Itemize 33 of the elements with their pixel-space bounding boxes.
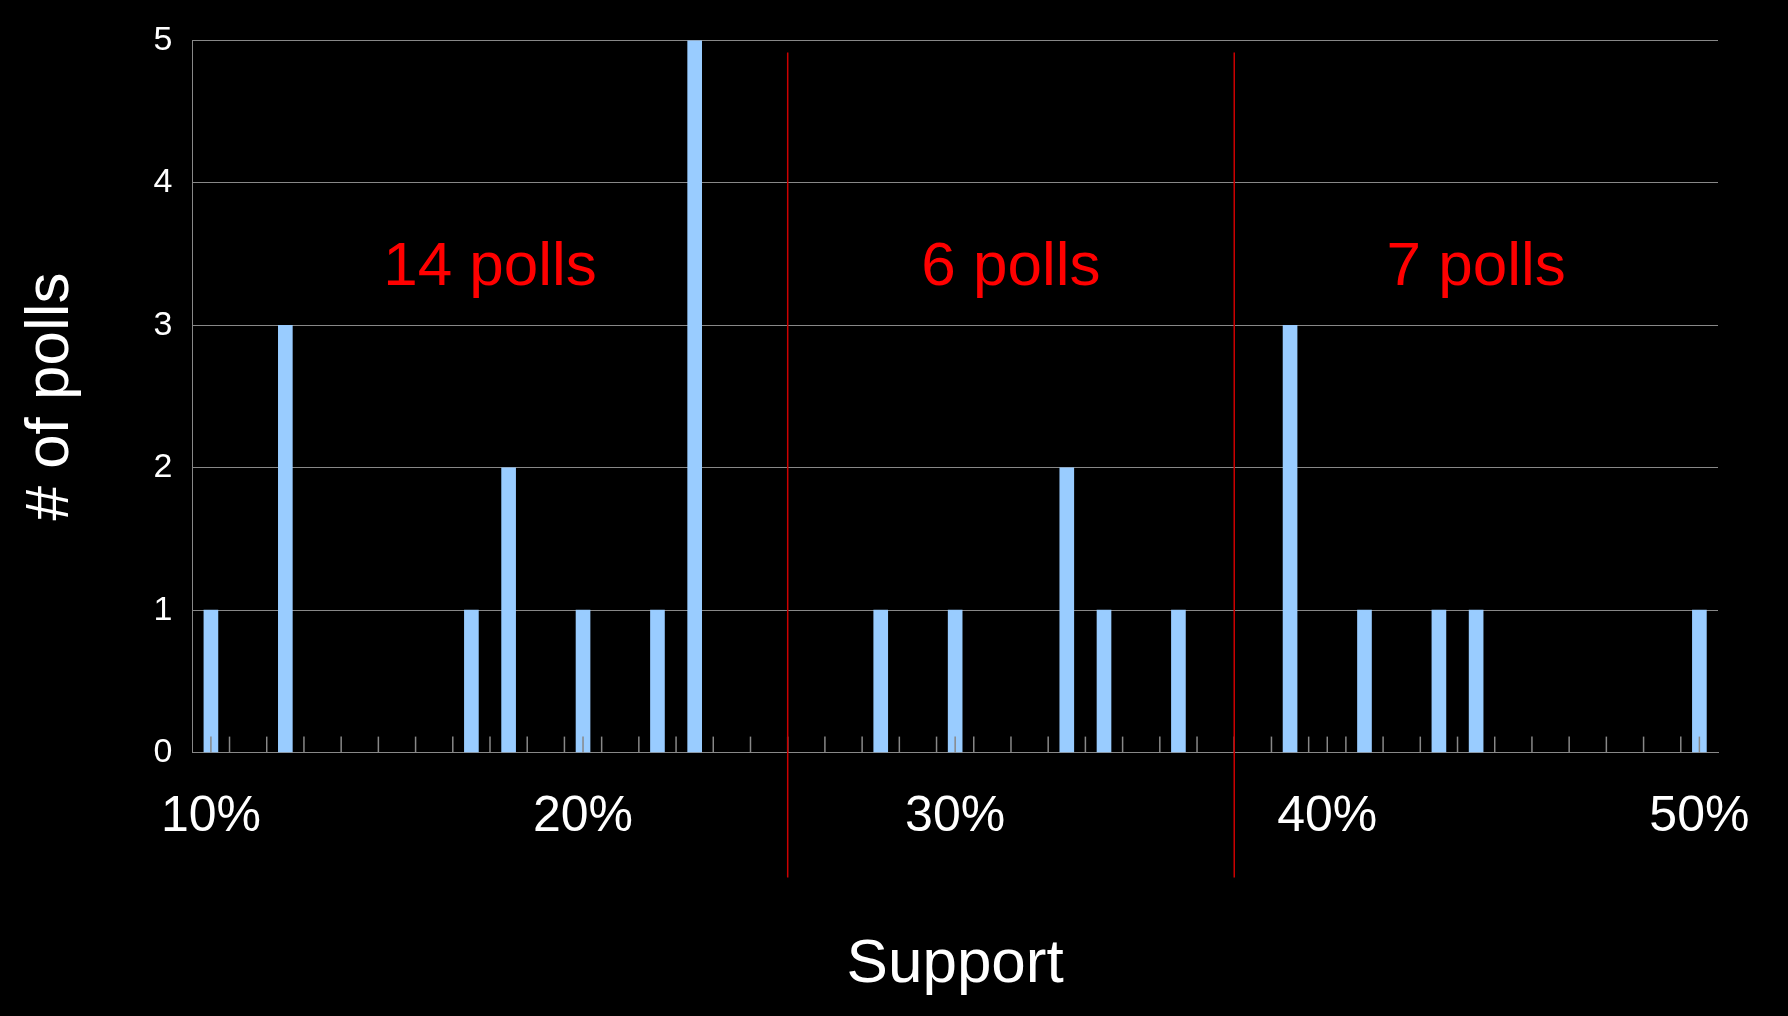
x-tick-label: 20% [533,786,634,843]
bar [873,609,889,753]
bar [1282,324,1298,753]
bar [687,40,702,753]
bar [1096,609,1112,753]
x-tick-label: 40% [1277,786,1378,843]
bar [278,324,293,753]
annotation: 14 polls [383,229,597,299]
bar [1692,609,1707,753]
annotation: 6 polls [921,229,1101,299]
bar [501,467,516,753]
bar [203,609,219,753]
x-axis-title: Support [846,925,1064,995]
y-tick-label: 0 [153,730,173,769]
bar [1468,609,1484,753]
bar [947,609,963,753]
bar [1431,609,1447,753]
bar [1171,609,1186,753]
bar [1059,467,1075,753]
x-tick-label: 30% [905,786,1006,843]
annotation: 7 polls [1386,229,1566,299]
y-tick-label: 1 [153,588,173,627]
bar [575,609,591,753]
x-tick-label: 50% [1649,786,1750,843]
bar [650,609,665,753]
y-tick-label: 4 [153,161,173,200]
bar [464,609,479,753]
x-tick-label: 10% [160,786,261,843]
y-tick-label: 5 [153,18,173,57]
y-tick-label: 3 [153,303,173,342]
bar [1357,609,1372,753]
y-axis-title: # of polls [12,272,82,521]
y-tick-label: 2 [153,446,173,485]
